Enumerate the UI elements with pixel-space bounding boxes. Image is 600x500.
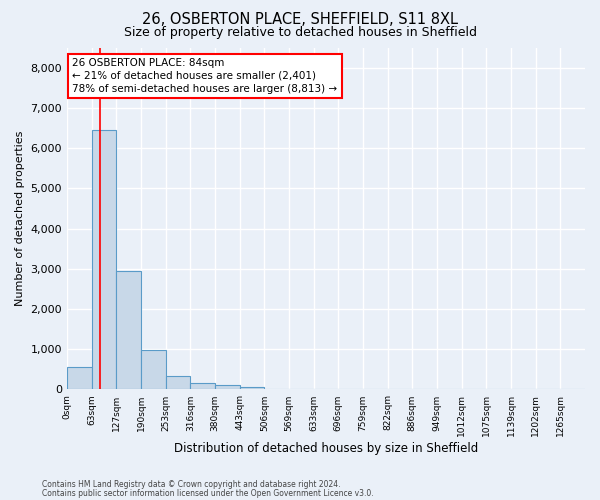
Bar [239, 387, 265, 390]
Bar [116, 271, 141, 390]
Bar [215, 385, 239, 390]
Y-axis label: Number of detached properties: Number of detached properties [15, 131, 25, 306]
Bar [190, 383, 215, 390]
Text: Size of property relative to detached houses in Sheffield: Size of property relative to detached ho… [124, 26, 476, 39]
X-axis label: Distribution of detached houses by size in Sheffield: Distribution of detached houses by size … [174, 442, 478, 455]
Bar [141, 350, 166, 390]
Bar [67, 368, 92, 390]
Text: 26, OSBERTON PLACE, SHEFFIELD, S11 8XL: 26, OSBERTON PLACE, SHEFFIELD, S11 8XL [142, 12, 458, 28]
Text: Contains HM Land Registry data © Crown copyright and database right 2024.: Contains HM Land Registry data © Crown c… [42, 480, 341, 489]
Text: 26 OSBERTON PLACE: 84sqm
← 21% of detached houses are smaller (2,401)
78% of sem: 26 OSBERTON PLACE: 84sqm ← 21% of detach… [72, 58, 337, 94]
Bar [92, 130, 116, 390]
Text: Contains public sector information licensed under the Open Government Licence v3: Contains public sector information licen… [42, 489, 374, 498]
Bar [166, 376, 190, 390]
